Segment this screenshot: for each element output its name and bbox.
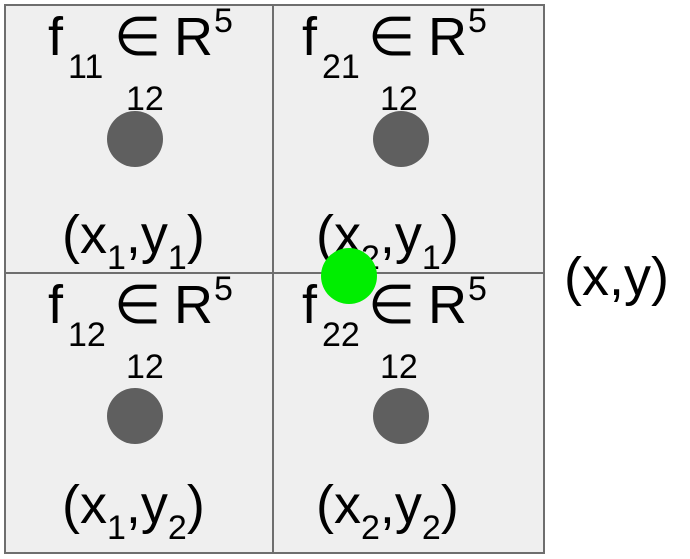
coord-label-22: (x2,y2)	[316, 475, 459, 547]
grid-divider-vertical	[272, 4, 274, 554]
grid-cell-12: f 12 ∈ R 5 12 (x1,y2)	[6, 270, 274, 547]
feature-label-22: f 22 ∈ R 5 12	[274, 270, 542, 386]
space-symbol: R	[428, 275, 467, 335]
coord-mid: ,y	[379, 205, 422, 265]
grid-cell-21: f 21 ∈ R 5 12 (x2,y1)	[274, 2, 542, 277]
coord-x-subscript: 1	[106, 239, 126, 277]
feature-symbol: f	[302, 275, 318, 335]
space-exponent: 5	[468, 2, 487, 40]
space-symbol: R	[174, 7, 213, 67]
space-subscript: 12	[126, 80, 164, 118]
sample-point-21	[373, 111, 429, 167]
coord-y-subscript: 1	[167, 239, 187, 277]
coord-close: )	[440, 205, 459, 265]
bilinear-grid	[4, 4, 545, 554]
coord-open: (x	[62, 205, 107, 265]
coord-open: (x	[62, 475, 107, 535]
space-symbol: R	[174, 275, 213, 335]
coord-mid: ,y	[379, 475, 422, 535]
coord-open: (x	[316, 475, 361, 535]
feature-symbol: f	[302, 7, 318, 67]
feature-label-11: f 11 ∈ R 5 12	[6, 2, 274, 118]
space-exponent: 5	[214, 2, 233, 40]
element-of-symbol: ∈	[368, 7, 416, 67]
element-of-symbol: ∈	[114, 7, 162, 67]
query-point	[321, 248, 377, 304]
coord-close: )	[186, 205, 205, 265]
space-exponent: 5	[468, 270, 487, 308]
space-symbol: R	[428, 7, 467, 67]
coord-x-subscript: 1	[106, 509, 126, 547]
feature-index: 22	[322, 316, 360, 354]
sample-point-12	[107, 388, 163, 444]
feature-index: 11	[68, 48, 104, 86]
sample-point-22	[373, 388, 429, 444]
grid-divider-horizontal	[4, 272, 545, 274]
space-exponent: 5	[214, 270, 233, 308]
coord-close: )	[186, 475, 205, 535]
query-point-label: (x,y)	[564, 247, 669, 307]
coord-x-subscript: 2	[360, 509, 380, 547]
feature-label-21: f 21 ∈ R 5 12	[274, 2, 542, 118]
coord-y-subscript: 2	[421, 509, 441, 547]
space-subscript: 12	[380, 348, 418, 386]
coord-mid: ,y	[125, 475, 168, 535]
coord-label-12: (x1,y2)	[62, 475, 205, 547]
sample-point-11	[107, 111, 163, 167]
element-of-symbol: ∈	[368, 275, 416, 335]
space-subscript: 12	[126, 348, 164, 386]
feature-symbol: f	[48, 7, 64, 67]
coord-mid: ,y	[125, 205, 168, 265]
grid-cell-22: f 22 ∈ R 5 12 (x2,y2)	[274, 270, 542, 547]
coord-y-subscript: 2	[167, 509, 187, 547]
coord-label-11: (x1,y1)	[62, 205, 205, 277]
coord-close: )	[440, 475, 459, 535]
feature-symbol: f	[48, 275, 64, 335]
feature-index: 21	[322, 48, 360, 86]
feature-index: 12	[68, 316, 106, 354]
element-of-symbol: ∈	[114, 275, 162, 335]
grid-cell-11: f 11 ∈ R 5 12 (x1,y1)	[6, 2, 274, 277]
space-subscript: 12	[380, 80, 418, 118]
coord-y-subscript: 1	[421, 239, 441, 277]
feature-label-12: f 12 ∈ R 5 12	[6, 270, 274, 386]
